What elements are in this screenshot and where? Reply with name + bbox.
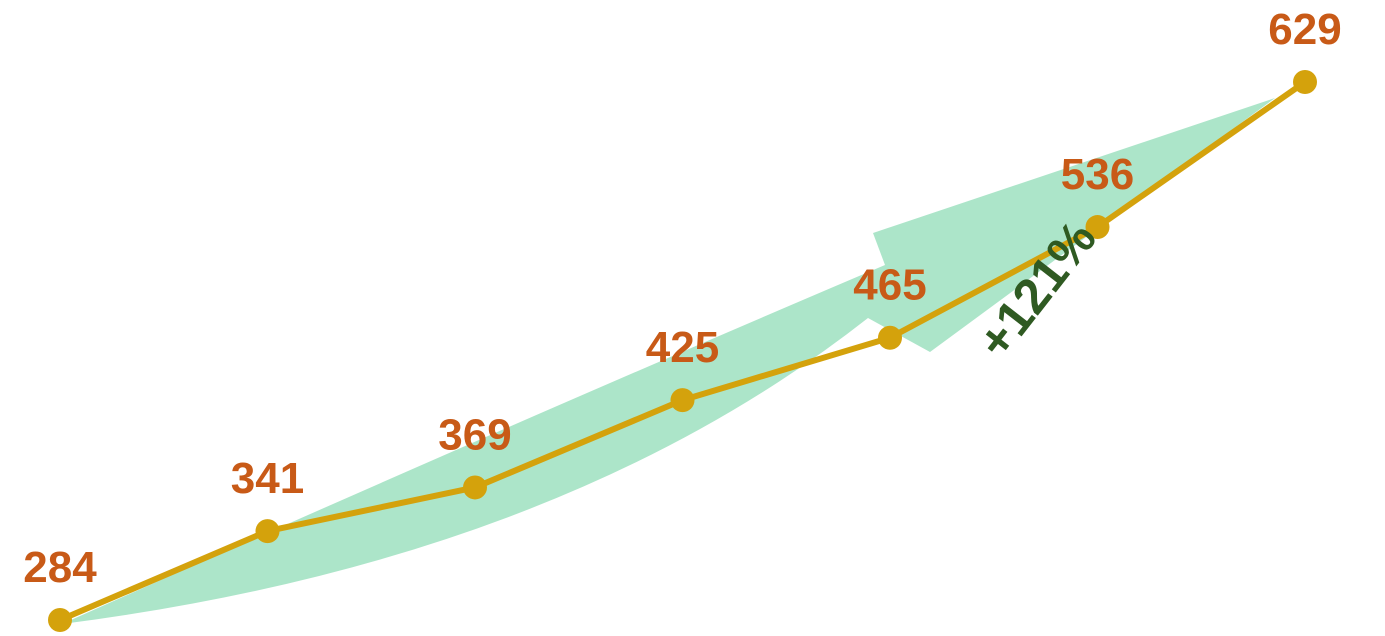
- growth-arrow-shape: [62, 98, 1275, 624]
- value-label-5: 536: [1061, 150, 1134, 199]
- data-points: [48, 70, 1317, 632]
- value-label-4: 465: [853, 261, 926, 310]
- data-point-0: [48, 608, 72, 632]
- data-point-1: [255, 519, 280, 544]
- value-label-6: 629: [1268, 5, 1341, 54]
- growth-arrow: [62, 98, 1275, 624]
- value-label-3: 425: [646, 323, 719, 372]
- data-point-2: [463, 475, 487, 500]
- data-point-4: [878, 325, 902, 350]
- value-labels: 284 341 369 425 465 536 629: [23, 5, 1341, 592]
- data-point-5: [1085, 215, 1110, 240]
- data-point-6: [1293, 70, 1317, 94]
- value-label-0: 284: [23, 543, 97, 592]
- value-label-2: 369: [438, 410, 511, 459]
- value-label-1: 341: [231, 454, 304, 503]
- data-point-3: [670, 388, 695, 413]
